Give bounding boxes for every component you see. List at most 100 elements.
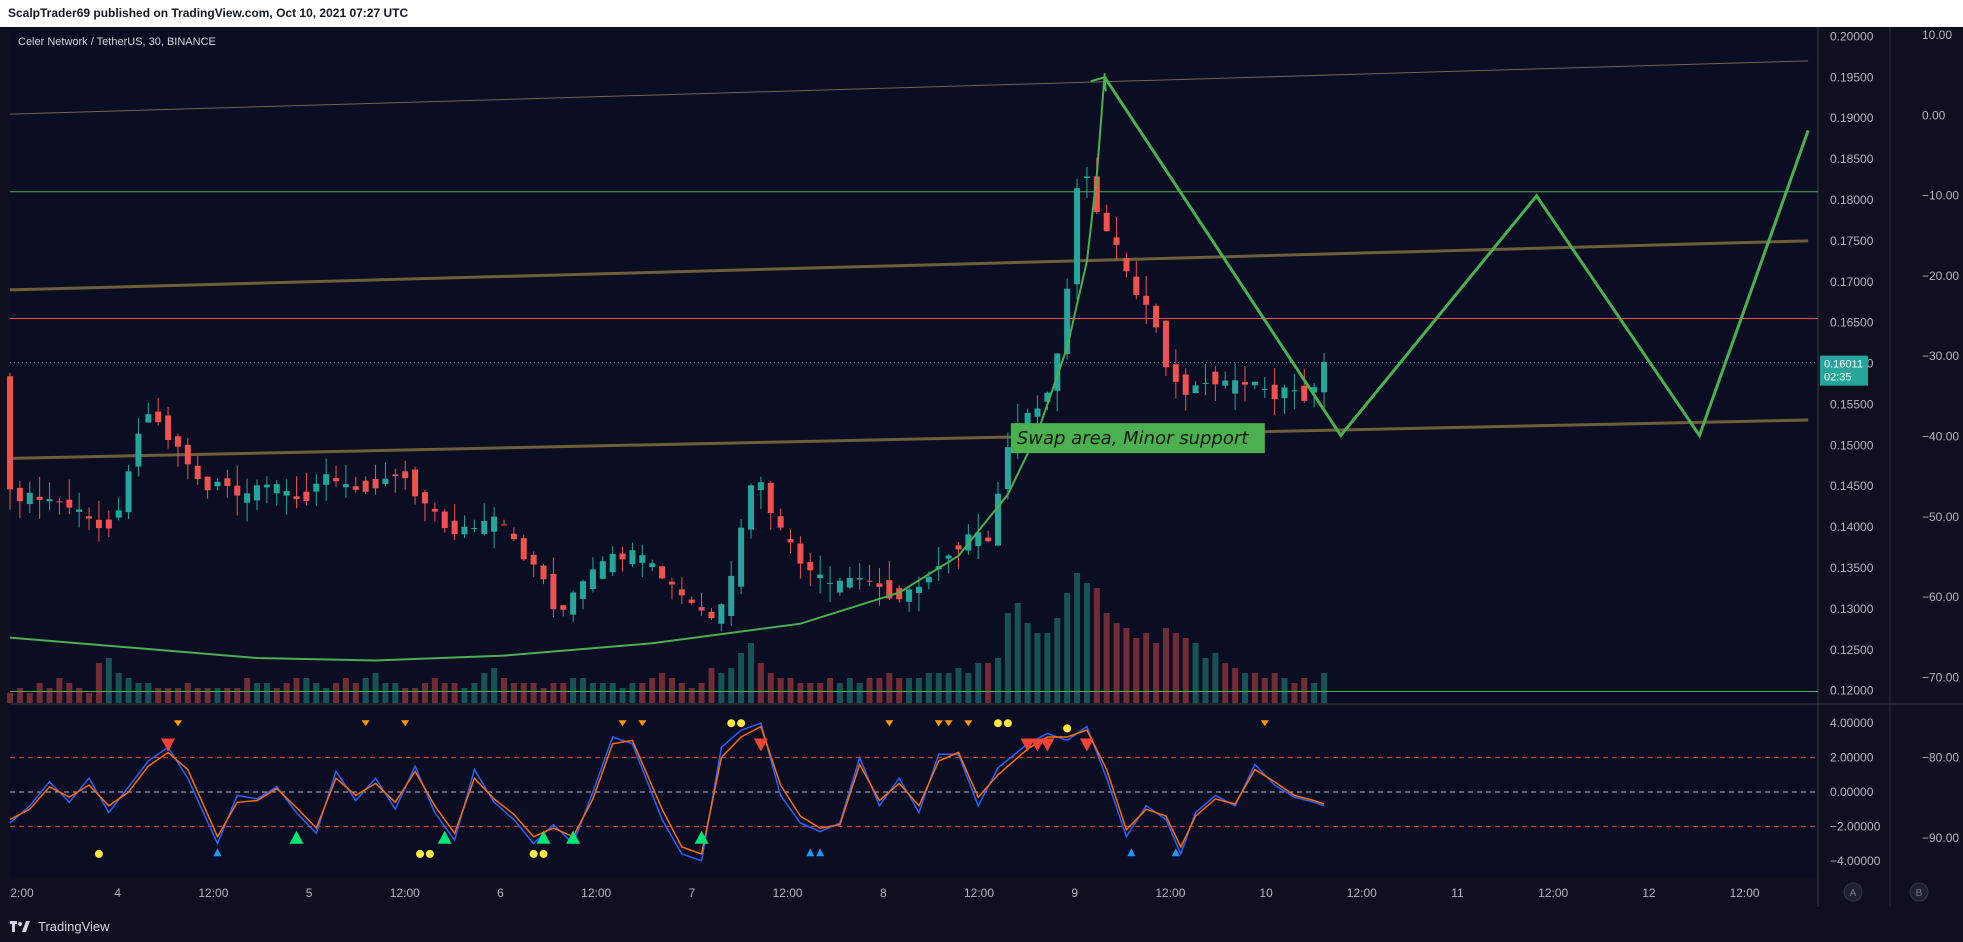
- volume-bar: [471, 683, 478, 703]
- volume-bar: [372, 673, 379, 703]
- time-axis-label: 6: [497, 886, 504, 900]
- candle-body: [1271, 384, 1278, 400]
- volume-bar: [1093, 588, 1100, 703]
- trendline: [9, 60, 1809, 115]
- signal-red-down: [1030, 738, 1045, 752]
- candle-body: [807, 562, 814, 571]
- candle-body: [876, 583, 883, 587]
- signal-yellow-dot: [539, 849, 548, 858]
- candle-body: [392, 474, 399, 477]
- footer-bar: TradingView: [0, 912, 1963, 942]
- volume-bar: [530, 683, 537, 703]
- candle-body: [1242, 382, 1248, 385]
- candle-body: [906, 589, 913, 602]
- candle-body: [945, 555, 952, 559]
- volume-bar: [827, 678, 834, 703]
- volume-bar: [925, 673, 932, 703]
- volume-bar: [580, 678, 587, 703]
- time-axis-label: 2:00: [10, 886, 34, 900]
- volume-bar: [1202, 658, 1209, 703]
- candle-body: [1291, 390, 1298, 392]
- volume-bar: [659, 673, 666, 703]
- candle-body: [382, 478, 389, 485]
- candle-body: [668, 581, 675, 585]
- signal-green-up: [566, 830, 581, 844]
- volume-bar: [293, 678, 300, 703]
- price-tick-label: 0.14500: [1830, 479, 1874, 493]
- candle-body: [461, 526, 468, 535]
- volume-bar: [362, 678, 369, 703]
- signal-red-down: [1079, 738, 1094, 752]
- secondary-tick-label: −60.00: [1922, 590, 1959, 604]
- candle-body: [1054, 353, 1061, 391]
- candle-body: [599, 561, 606, 579]
- publisher-text: ScalpTrader69 published on TradingView.c…: [8, 6, 409, 20]
- volume-bar: [678, 683, 685, 703]
- candle-body: [1103, 212, 1110, 232]
- volume-bar: [688, 688, 695, 703]
- parabolic-curve: [9, 73, 1106, 662]
- signal-blue-up: [816, 848, 825, 857]
- volume-bar: [145, 683, 152, 703]
- candle-body: [649, 563, 656, 568]
- volume-bar: [1083, 583, 1090, 703]
- scale-button-b[interactable]: [1909, 882, 1929, 902]
- candle-body: [757, 482, 764, 491]
- candle-body: [688, 599, 695, 603]
- candle-body: [501, 524, 507, 526]
- candle-body: [1192, 385, 1199, 394]
- volume-bar: [303, 678, 310, 703]
- volume-bar: [1232, 668, 1239, 703]
- candle-body: [678, 589, 685, 596]
- price-tick-label: 0.16500: [1830, 316, 1874, 330]
- candle-body: [372, 479, 379, 489]
- time-axis-label: 12:00: [1155, 886, 1185, 900]
- volume-bar: [856, 683, 863, 703]
- candle-body: [619, 553, 626, 560]
- volume-bar: [520, 683, 527, 703]
- candle-body: [333, 478, 340, 482]
- candle-body: [323, 474, 330, 485]
- candle-body: [234, 485, 241, 496]
- candle-body: [263, 484, 270, 488]
- candle-body: [76, 509, 83, 512]
- volume-bar: [668, 678, 675, 703]
- candle-body: [856, 578, 863, 580]
- volume-bar: [174, 688, 181, 703]
- price-tick-label: 0.13500: [1830, 561, 1874, 575]
- volume-bar: [254, 683, 260, 703]
- candle-body: [204, 476, 211, 491]
- signal-blue-up: [1171, 848, 1180, 857]
- volume-bar: [224, 688, 231, 703]
- time-axis-label: 12:00: [773, 886, 803, 900]
- volume-bar: [1064, 593, 1071, 703]
- price-tick-label: 0.20000: [1830, 29, 1874, 43]
- volume-bar: [36, 683, 43, 703]
- volume-bar: [915, 678, 922, 703]
- volume-bar: [46, 688, 53, 703]
- signal-yellow-dot: [737, 719, 746, 728]
- volume-bar: [728, 668, 735, 703]
- volume-bar: [382, 683, 389, 703]
- candle-body: [896, 588, 903, 600]
- candle-body: [510, 533, 517, 540]
- price-tick-label: 0.12000: [1830, 684, 1874, 698]
- candle-body: [886, 580, 893, 599]
- candle-body: [1222, 380, 1229, 386]
- volume-bar: [985, 663, 992, 703]
- volume-bar: [649, 678, 656, 703]
- candle-body: [362, 480, 369, 492]
- scale-button-a[interactable]: [1843, 882, 1863, 902]
- volume-bar: [244, 678, 251, 703]
- volume-bar: [1321, 673, 1328, 703]
- candle-body: [135, 433, 142, 467]
- volume-bar: [639, 683, 646, 703]
- volume-bar: [975, 663, 982, 703]
- candle-body: [214, 481, 221, 487]
- volume-bar: [481, 673, 488, 703]
- oscillator-tick-label: −2.00000: [1830, 819, 1881, 833]
- chart-canvas[interactable]: Celer Network / TetherUS, 30, BINANCE 0.2…: [0, 27, 1963, 939]
- tradingview-brand[interactable]: TradingView: [10, 919, 110, 934]
- tradingview-logo-icon: [10, 920, 30, 932]
- candle-body: [1162, 320, 1169, 368]
